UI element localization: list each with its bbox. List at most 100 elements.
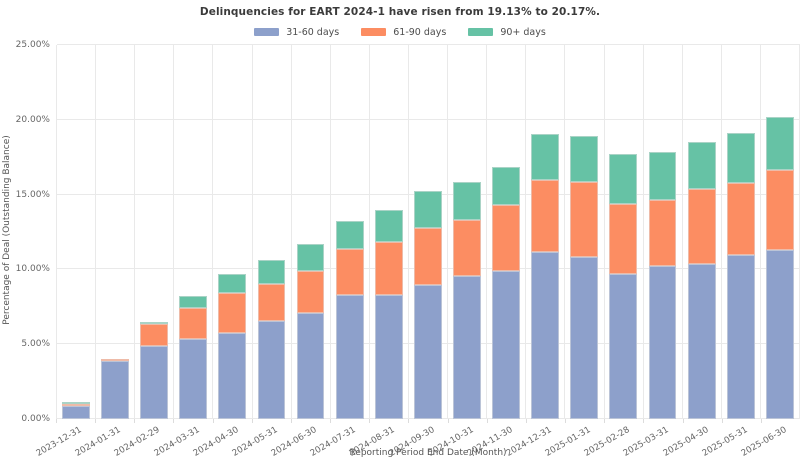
bar-segment-31-60-days [61, 406, 90, 419]
x-tick-mark [449, 419, 488, 423]
y-tick-label: 10.00% [15, 264, 50, 275]
bar-group [57, 45, 97, 419]
bar-group [96, 45, 136, 419]
bar-slots [57, 45, 800, 419]
bar-segment-31-60-days [179, 339, 208, 419]
bar-group [722, 45, 761, 419]
stacked-bar [570, 45, 599, 419]
stacked-bar [101, 45, 129, 419]
bar-segment-31-60-days [531, 251, 560, 419]
bar-segment-61-90-days [531, 179, 560, 252]
stacked-bar [61, 45, 90, 419]
bar-segment-90+-days [257, 260, 286, 284]
stacked-bar [453, 45, 481, 419]
bar-segment-90+-days [296, 244, 325, 272]
stacked-bar [140, 45, 168, 419]
bar-segment-61-90-days [453, 219, 481, 277]
x-tick-mark [370, 419, 410, 423]
bar-segment-31-60-days [140, 345, 168, 419]
x-tick-mark [214, 419, 253, 423]
bar-segment-61-90-days [648, 199, 677, 266]
bar-group [448, 45, 488, 419]
y-tick-label: 15.00% [15, 189, 50, 200]
bar-segment-61-90-days [413, 228, 442, 286]
bar-segment-31-60-days [609, 274, 638, 419]
legend-label: 31-60 days [286, 26, 340, 38]
bar-segment-31-60-days [726, 255, 755, 419]
stacked-bar [726, 45, 755, 419]
legend-label: 61-90 days [393, 26, 447, 38]
x-tick-mark [723, 419, 762, 423]
x-tick-mark [331, 419, 371, 423]
legend-swatch [468, 28, 494, 36]
bar-segment-61-90-days [726, 182, 755, 256]
bar-segment-31-60-days [374, 294, 403, 419]
bar-segment-31-60-days [570, 257, 599, 419]
bar-segment-90+-days [531, 134, 560, 180]
bar-group [370, 45, 409, 419]
bar-segment-61-90-days [257, 283, 286, 322]
bar-segment-31-60-days [296, 312, 325, 419]
x-tick-mark [135, 419, 175, 423]
bar-group [565, 45, 605, 419]
bar-segment-61-90-days [179, 308, 208, 340]
bar-segment-61-90-days [609, 203, 638, 275]
bar-segment-90+-days [726, 132, 755, 183]
legend-swatch [361, 28, 387, 36]
stacked-bar [374, 45, 403, 419]
bar-segment-90+-days [335, 221, 364, 249]
bar-segment-61-90-days [218, 293, 247, 333]
x-tick-labels: 2023-12-31 2024-01-31 2024-02-29 2024-03-31… [35, 422, 800, 466]
legend-swatch [254, 28, 280, 36]
y-tick-label: 25.00% [15, 40, 50, 50]
bar-group [135, 45, 175, 419]
bar-segment-61-90-days [101, 359, 129, 362]
stacked-bar [335, 45, 364, 419]
stacked-bar [413, 45, 442, 419]
bar-segment-61-90-days [296, 271, 325, 313]
x-tick-mark [292, 419, 332, 423]
stacked-bar [687, 45, 716, 419]
bar-segment-90+-days [179, 296, 208, 309]
h-gridline [57, 44, 800, 45]
bar-segment-90+-days [765, 117, 794, 170]
bar-segment-90+-days [609, 154, 638, 204]
legend-item: 61-90 days [361, 27, 446, 38]
bar-group [683, 45, 722, 419]
x-tick-mark [644, 419, 684, 423]
x-axis-label: Reporting Period End Date (Month) [349, 448, 507, 458]
bar-group [526, 45, 566, 419]
legend-item: 90+ days [468, 27, 546, 38]
bar-group [213, 45, 253, 419]
bar-group [644, 45, 683, 419]
y-tick-label: 0.00% [21, 414, 50, 424]
y-tick-label: 20.00% [15, 114, 50, 125]
bar-segment-90+-days [218, 274, 247, 294]
bar-segment-61-90-days [765, 169, 794, 251]
bar-segment-31-60-days [413, 285, 442, 419]
bar-group [331, 45, 370, 419]
stacked-bar [257, 45, 286, 419]
stacked-bar [296, 45, 325, 419]
stacked-bar [531, 45, 560, 419]
stacked-bar [492, 45, 520, 419]
bar-segment-61-90-days [570, 181, 599, 258]
bar-segment-90+-days [453, 181, 481, 220]
bar-segment-31-60-days [257, 321, 286, 419]
bar-segment-61-90-days [335, 248, 364, 295]
legend-label: 90+ days [500, 26, 546, 38]
legend: 31-60 days 61-90 days 90+ days [0, 25, 800, 39]
x-tick-mark [527, 419, 567, 423]
bar-segment-90+-days [570, 135, 599, 182]
x-tick-mark [684, 419, 723, 423]
bar-segment-90+-days [648, 152, 677, 200]
bar-segment-31-60-days [492, 271, 520, 419]
bar-segment-90+-days [413, 191, 442, 229]
x-tick-mark [57, 419, 97, 423]
bar-segment-31-60-days [218, 332, 247, 419]
bar-group [174, 45, 214, 419]
stacked-bar [648, 45, 677, 419]
x-tick-marks [56, 419, 800, 423]
chart-title: Delinquencies for EART 2024-1 have risen… [199, 6, 601, 18]
bar-segment-90+-days [492, 167, 520, 205]
